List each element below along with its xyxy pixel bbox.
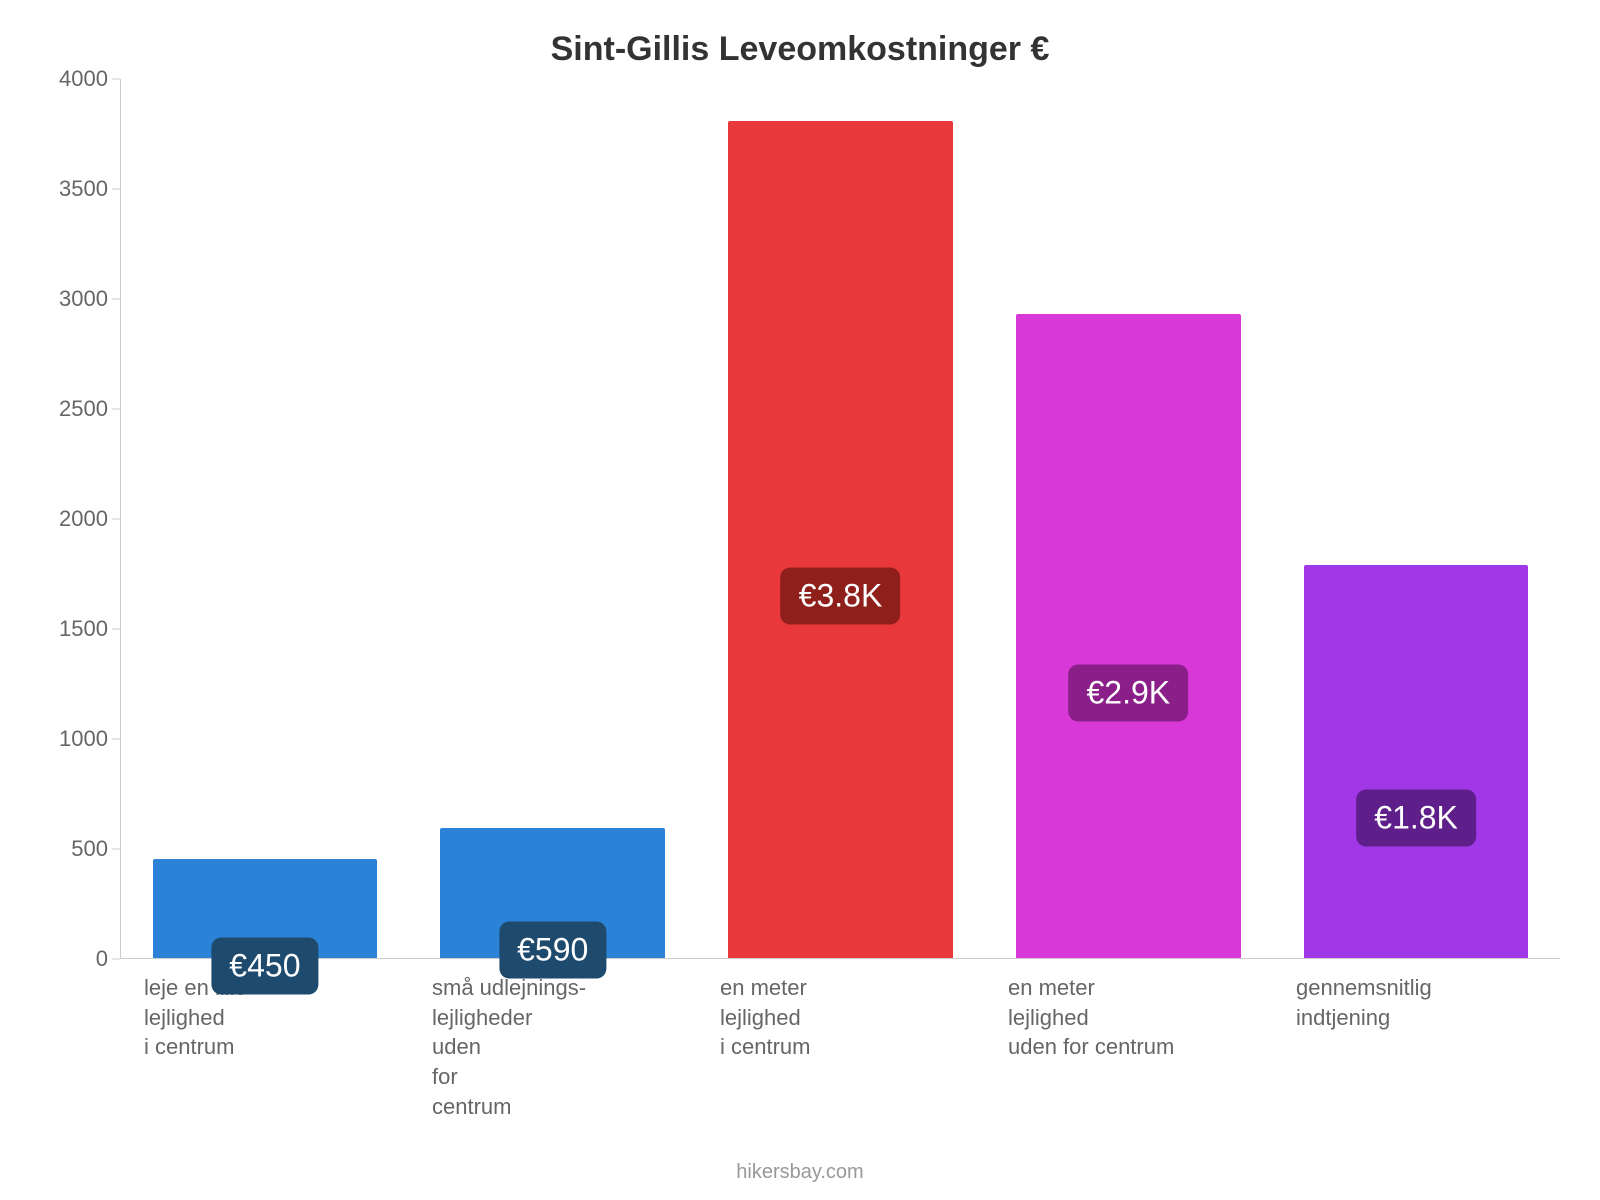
y-tick-label: 3500: [38, 176, 108, 202]
y-tick-label: 2000: [38, 506, 108, 532]
x-category-label: en meter lejlighedi centrum: [720, 973, 890, 1062]
plot-row: 05001000150020002500300035004000 €450€59…: [40, 79, 1560, 959]
bar-slot: €1.8K: [1272, 79, 1560, 958]
bar-slot: €450: [121, 79, 409, 958]
bar-slot: €2.9K: [984, 79, 1272, 958]
bar-value-label: €2.9K: [1068, 665, 1188, 722]
y-tick-label: 1000: [38, 726, 108, 752]
bar: €2.9K: [1016, 314, 1240, 958]
y-tick-label: 4000: [38, 66, 108, 92]
bar: €450: [153, 859, 377, 958]
bar-value-label: €450: [211, 937, 318, 994]
y-tick-mark: [112, 519, 120, 520]
bar-value-label: €1.8K: [1356, 790, 1476, 847]
y-tick-mark: [112, 959, 120, 960]
y-tick-mark: [112, 739, 120, 740]
x-label-slot: en meter lejlighedi centrum: [696, 973, 984, 1121]
y-tick-mark: [112, 79, 120, 80]
bar-slot: €3.8K: [697, 79, 985, 958]
bar-slot: €590: [409, 79, 697, 958]
chart-container: Sint-Gillis Leveomkostninger € 0 500 1000 1…: [0, 0, 1600, 1200]
y-tick-mark: [112, 629, 120, 630]
y-tick-mark: [112, 849, 120, 850]
y-tick-label: 0: [38, 946, 108, 972]
y-tick-label: 500: [38, 836, 108, 862]
y-tick-label: 1500: [38, 616, 108, 642]
x-axis: leje en lille lejlighedi centrumsmå udle…: [120, 973, 1560, 1121]
y-tick-label: 2500: [38, 396, 108, 422]
y-axis: 05001000150020002500300035004000: [40, 79, 120, 959]
y-tick-mark: [112, 189, 120, 190]
bar-value-label: €590: [499, 922, 606, 979]
x-label-slot: gennemsnitligindtjening: [1272, 973, 1560, 1121]
y-tick-label: 3000: [38, 286, 108, 312]
x-category-label: gennemsnitligindtjening: [1296, 973, 1466, 1032]
plot-area: €450 €590 €3.8K €2.9K €1.8K: [120, 79, 1560, 959]
chart-title: Sint-Gillis Leveomkostninger €: [40, 30, 1560, 69]
x-label-slot: leje en lille lejlighedi centrum: [120, 973, 408, 1121]
bar: €590: [440, 828, 664, 958]
x-label-slot: små udlejnings-lejlighederudenforcentrum: [408, 973, 696, 1121]
attribution-text: hikersbay.com: [40, 1161, 1560, 1184]
x-label-slot: en meter lejligheduden for centrum: [984, 973, 1272, 1121]
bar-value-label: €3.8K: [781, 568, 901, 625]
x-category-label: små udlejnings-lejlighederudenforcentrum: [432, 973, 602, 1121]
bar: €3.8K: [728, 121, 952, 958]
x-category-label: en meter lejligheduden for centrum: [1008, 973, 1178, 1062]
y-tick-mark: [112, 299, 120, 300]
bar: €1.8K: [1304, 565, 1528, 958]
y-tick-mark: [112, 409, 120, 410]
